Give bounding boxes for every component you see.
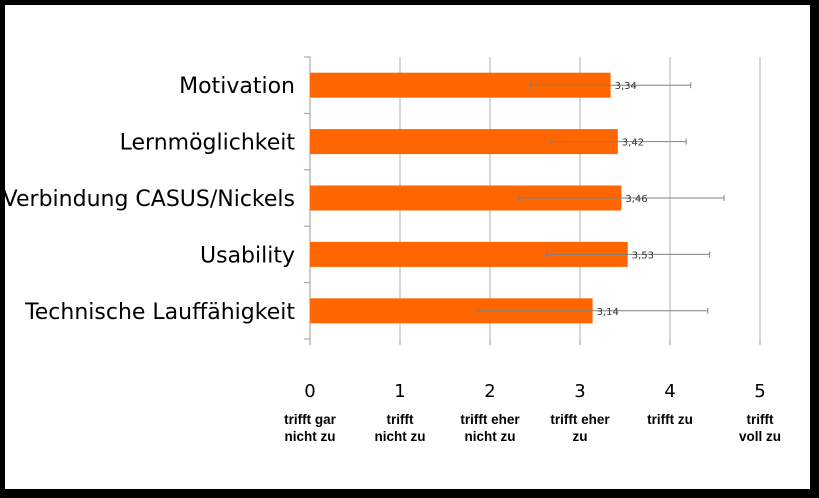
value-label-4: 3,14 xyxy=(597,307,619,318)
x-tick-label-1: 1 xyxy=(394,381,405,402)
scale-label-4: trifft zu xyxy=(647,412,693,427)
scale-label-line1-2: trifft eher xyxy=(460,412,520,427)
scale-label-line2-2: nicht zu xyxy=(465,429,516,444)
scale-label-line1-1: trifft xyxy=(387,412,414,427)
scale-label-3: trifft eher zu xyxy=(550,412,610,444)
scale-label-line2-0: nicht zu xyxy=(285,429,336,444)
scale-label-line2-1: nicht zu xyxy=(375,429,426,444)
scale-label-line1-0: trifft gar xyxy=(284,412,336,427)
category-label-2: Verbindung CASUS/Nickels xyxy=(5,187,295,212)
scale-label-line1-3: trifft eher xyxy=(550,412,610,427)
scale-label-1: trifft nicht zu xyxy=(375,412,426,444)
x-tick-label-3: 3 xyxy=(574,381,585,402)
scale-label-line2-3: zu xyxy=(573,429,588,444)
x-tick-label-2: 2 xyxy=(484,381,495,402)
value-label-3: 3,53 xyxy=(632,250,654,261)
category-label-1: Lernmöglichkeit xyxy=(120,131,296,156)
category-label-3: Usability xyxy=(200,243,295,268)
category-label-0: Motivation xyxy=(179,74,295,99)
x-tick-label-5: 5 xyxy=(754,381,765,402)
scale-label-5: trifft voll zu xyxy=(739,412,781,444)
x-tick-label-0: 0 xyxy=(304,381,315,402)
value-label-2: 3,46 xyxy=(625,194,647,205)
scale-label-2: trifft eher nicht zu xyxy=(460,412,520,444)
value-label-1: 3,42 xyxy=(622,138,644,149)
scale-label-line2-5: voll zu xyxy=(739,429,781,444)
value-label-0: 3,34 xyxy=(615,81,637,92)
bar-chart: 3,34 Motivation 3,42 Lernmöglichkeit 3,46 Ver… xyxy=(3,56,781,444)
scale-label-0: trifft gar nicht zu xyxy=(284,412,336,444)
chart-frame: 3,34 Motivation 3,42 Lernmöglichkeit 3,46 Ver… xyxy=(3,5,810,489)
category-label-4: Technische Lauffähigkeit xyxy=(24,300,295,325)
scale-label-line1-4: trifft zu xyxy=(647,412,693,427)
scale-label-line1-5: trifft xyxy=(747,412,774,427)
x-tick-label-4: 4 xyxy=(664,381,675,402)
